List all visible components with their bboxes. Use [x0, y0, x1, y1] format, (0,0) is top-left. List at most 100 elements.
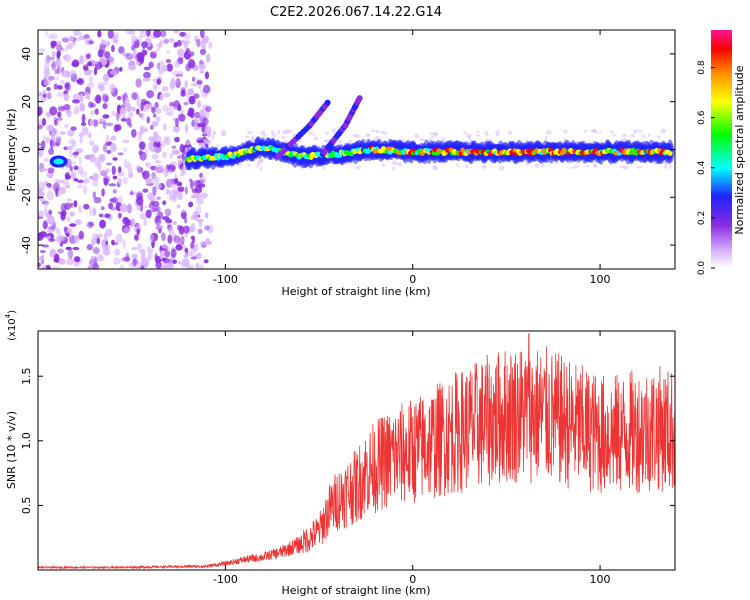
noise-speckle [197, 83, 202, 89]
colorbar-tick-label: 0.6 [697, 110, 707, 125]
noise-speckle [164, 112, 173, 116]
noise-speckle [53, 83, 58, 90]
noise-speckle [177, 159, 182, 165]
noise-speckle [140, 113, 145, 121]
noise-speckle [177, 103, 182, 112]
noise-speckle [91, 174, 96, 181]
y-tick-label: -20 [20, 188, 33, 206]
rising-arc-dot [324, 99, 331, 106]
noise-speckle [68, 148, 73, 158]
noise-speckle [69, 202, 74, 208]
noise-speckle [78, 132, 84, 138]
noise-speckle [94, 61, 103, 70]
noise-speckle [92, 61, 99, 65]
noise-speckle [102, 144, 108, 153]
noise-speckle [38, 255, 45, 262]
noise-speckle [73, 154, 78, 159]
noise-speckle [110, 142, 117, 152]
noise-speckle [67, 159, 72, 164]
noise-speckle [83, 34, 90, 39]
noise-speckle [119, 203, 128, 213]
noise-speckle [102, 73, 110, 82]
spectrogram-x-ticks: -100 0 100 [213, 30, 611, 286]
noise-speckle [118, 46, 125, 54]
noise-speckle [145, 209, 152, 219]
noise-speckle [146, 245, 151, 254]
snr-y-ticks: 0.5 1.0 1.5 [20, 367, 675, 514]
background-speckle [413, 134, 420, 138]
noise-speckle [191, 76, 196, 82]
noise-speckle [122, 176, 128, 185]
noise-speckle [160, 64, 168, 72]
y-tick-label: 20 [20, 95, 33, 109]
noise-speckle [153, 30, 162, 38]
noise-speckle [204, 225, 210, 231]
noise-speckle [206, 53, 211, 63]
noise-speckle [123, 227, 130, 233]
background-speckle [391, 166, 396, 171]
noise-speckle [180, 165, 187, 175]
background-speckle [462, 131, 468, 134]
noise-speckle [63, 123, 70, 129]
noise-speckle [155, 206, 161, 213]
noise-speckle [199, 30, 205, 39]
noise-speckle [126, 104, 132, 112]
noise-speckle [100, 206, 105, 211]
noise-speckle [78, 156, 82, 166]
noise-speckle [142, 77, 151, 82]
noise-speckle [39, 231, 48, 238]
noise-speckle [45, 136, 50, 144]
background-speckle [256, 160, 261, 166]
noise-speckle [57, 258, 66, 265]
noise-speckle [175, 73, 184, 77]
noise-speckle [170, 161, 178, 166]
background-speckle [433, 165, 439, 171]
noise-speckle [163, 257, 170, 264]
noise-speckle [51, 140, 56, 148]
noise-speckle [126, 117, 132, 126]
noise-speckle [198, 63, 205, 69]
noise-speckle [152, 50, 158, 54]
noise-speckle [63, 226, 67, 232]
noise-speckle [50, 63, 55, 68]
track-core [667, 151, 673, 156]
background-speckle [465, 164, 469, 169]
noise-speckle [199, 172, 203, 179]
noise-speckle [62, 55, 68, 60]
noise-speckle [137, 243, 143, 251]
noise-speckle [72, 99, 80, 104]
background-speckle [595, 131, 599, 134]
noise-speckle [105, 228, 113, 237]
noise-speckle [156, 107, 162, 114]
noise-speckle [113, 124, 119, 133]
snr-frame [37, 330, 676, 571]
noise-speckle [119, 107, 127, 115]
background-speckle [260, 131, 263, 136]
background-speckle [619, 165, 626, 169]
noise-speckle [175, 244, 183, 251]
background-speckle [312, 133, 315, 136]
noise-speckle [83, 184, 87, 195]
noise-speckle [145, 30, 151, 37]
noise-speckle [145, 148, 149, 154]
noise-speckle [191, 188, 198, 194]
background-speckle [495, 130, 501, 136]
noise-speckle [179, 31, 187, 37]
noise-speckle [57, 235, 65, 242]
noise-speckle [175, 117, 179, 128]
noise-speckle [135, 52, 143, 63]
noise-speckle [102, 93, 109, 103]
noise-speckle [196, 179, 202, 188]
noise-speckle [81, 113, 86, 124]
noise-speckle [203, 259, 209, 264]
noise-speckle [188, 95, 196, 105]
noise-speckle [63, 93, 70, 102]
noise-speckle [89, 110, 95, 116]
noise-speckle [138, 141, 146, 150]
noise-speckle [162, 151, 168, 158]
noise-speckle [85, 40, 89, 45]
spectrogram-y-ticks: -40 -20 0 20 40 [20, 47, 675, 254]
colorbar-tick-label: 0.2 [697, 211, 707, 225]
noise-speckle [125, 252, 130, 261]
noise-speckle [61, 37, 70, 43]
